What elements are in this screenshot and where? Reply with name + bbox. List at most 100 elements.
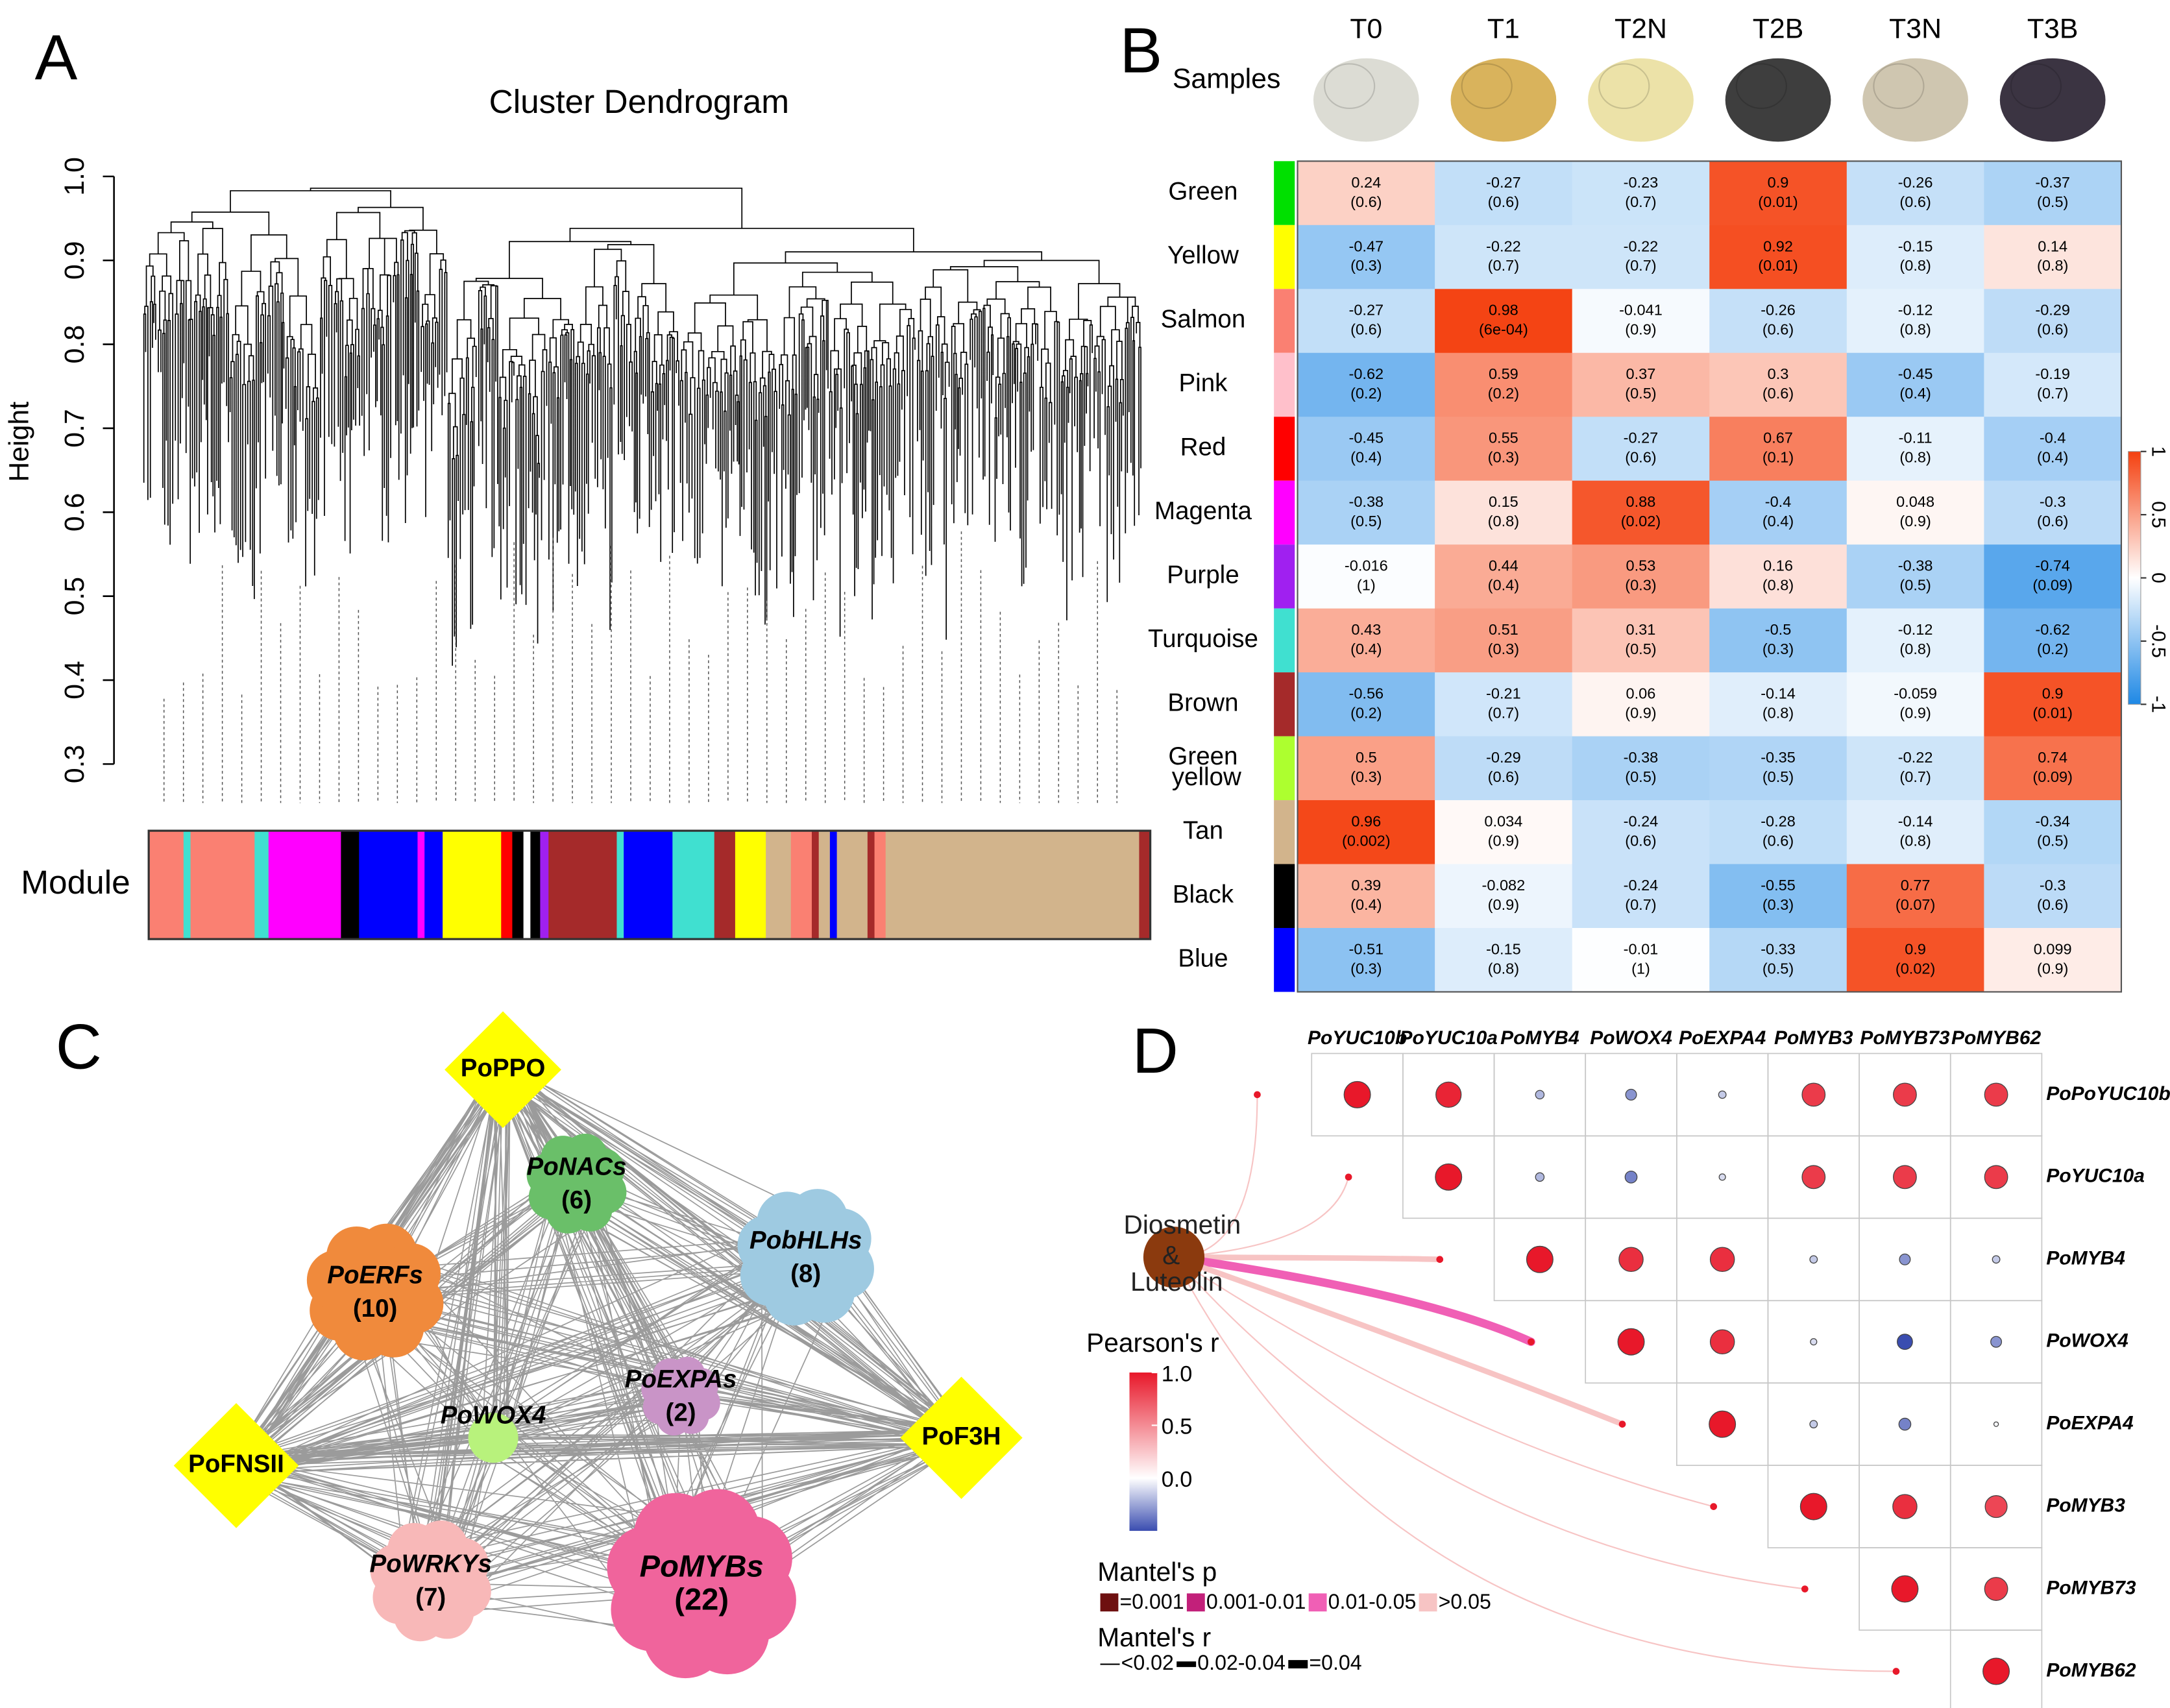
module-segment	[501, 831, 513, 940]
heatmap-cell	[1297, 225, 1435, 289]
heatmap-border	[1297, 160, 2123, 993]
correlation-dot	[1718, 1090, 1727, 1099]
module-segment	[183, 831, 191, 940]
heatmap-cell	[1709, 289, 1847, 354]
cell-p: (0.5)	[2037, 832, 2068, 849]
cell-p: (1)	[1357, 577, 1376, 594]
cell-r: -0.15	[1898, 238, 1933, 254]
module-segment	[341, 831, 360, 940]
cell-p: (0.09)	[2032, 577, 2072, 594]
heatmap-cell	[1846, 800, 1985, 865]
legend-swatch	[1308, 1593, 1327, 1612]
colorbar-label: 0	[2148, 572, 2169, 583]
correlation-dot	[1535, 1090, 1545, 1100]
cell-p: (0.5)	[1899, 577, 1931, 594]
colorbar-label: -1	[2148, 696, 2169, 713]
module-swatch	[1274, 161, 1295, 225]
cell-r: -0.016	[1345, 557, 1388, 574]
cell-p: (0.6)	[1350, 193, 1382, 210]
cell-r: 0.77	[1901, 877, 1931, 894]
cell-r: -0.01	[1624, 940, 1659, 957]
correlation-dot	[1893, 1165, 1917, 1190]
row-label: PoMYB3	[2046, 1495, 2125, 1517]
heatmap-cell	[1435, 225, 1573, 289]
heatmap-cell	[1709, 352, 1847, 417]
cell-p: (0.6)	[1350, 321, 1382, 338]
cell-p: (0.5)	[1350, 513, 1382, 530]
cell-r: 0.53	[1626, 557, 1656, 574]
module-segment	[818, 831, 831, 940]
module-label: Blue	[1178, 944, 1228, 972]
cell-p: (0.09)	[2032, 768, 2072, 785]
cell-p: (0.4)	[1350, 896, 1382, 913]
mantel-link	[1171, 1254, 1443, 1263]
cell-p: (0.8)	[1488, 960, 1519, 977]
correlation-dot	[1892, 1494, 1918, 1519]
cell-r: 0.92	[1763, 238, 1793, 254]
cell-r: -0.45	[1348, 430, 1384, 446]
module-segment	[548, 831, 618, 940]
module-border	[147, 829, 1152, 940]
cell-r: -0.24	[1624, 877, 1659, 894]
heatmap-cell	[1846, 736, 1985, 801]
correlation-dot	[1984, 1165, 2008, 1190]
heatmap-cell	[1572, 480, 1710, 545]
heatmap-cell	[1297, 417, 1435, 482]
cell-r: -0.4	[2040, 430, 2066, 446]
heatmap-cell	[1297, 289, 1435, 354]
heatmap-cell	[1846, 225, 1985, 289]
node-label: PoF3H	[921, 1422, 1001, 1450]
module-segment	[417, 831, 425, 940]
cell-r: -0.26	[1898, 174, 1933, 191]
module-segment	[616, 831, 624, 940]
y-tick-label: 0.4	[59, 661, 90, 700]
cell-p: (0.8)	[1488, 513, 1519, 530]
heatmap-cell	[1709, 544, 1847, 609]
cell-r: 0.9	[1905, 940, 1926, 957]
cell-r: -0.35	[1761, 749, 1796, 766]
cell-p: (0.8)	[1899, 832, 1931, 849]
correlation-dot	[1801, 1165, 1826, 1190]
cell-r: -0.33	[1761, 940, 1796, 957]
heatmap-cell	[1435, 864, 1573, 929]
module-segment	[624, 831, 673, 940]
cell-p: (0.9)	[2037, 960, 2068, 977]
y-tick-label: 0.7	[59, 409, 90, 448]
legend-title: Mantel's p	[1097, 1557, 1217, 1587]
sample-label: T3B	[2027, 13, 2079, 44]
module-segment	[443, 831, 502, 940]
cell-p: (0.2)	[2037, 640, 2068, 657]
cell-r: -0.041	[1619, 302, 1663, 319]
cell-r: -0.62	[2035, 621, 2070, 638]
cell-r: -0.3	[2040, 493, 2066, 510]
node-shape	[435, 1537, 489, 1592]
sample-label: T0	[1350, 13, 1382, 44]
cell-p: (0.5)	[1625, 640, 1656, 657]
link-end	[1528, 1338, 1535, 1346]
correlation-dot	[1891, 1575, 1919, 1603]
cell-r: -0.22	[1486, 238, 1521, 254]
node-shape	[173, 1403, 299, 1528]
heatmap-cell	[1297, 672, 1435, 737]
heatmap-cell	[1709, 608, 1847, 673]
cell-p: (0.7)	[1899, 768, 1931, 785]
heatmap-cell	[1297, 480, 1435, 545]
heatmap-cell	[1572, 800, 1710, 865]
cell-r: -0.62	[1348, 365, 1384, 382]
heatmap-cell	[1846, 480, 1985, 545]
sample-photo	[1461, 63, 1513, 110]
legend-label: >0.05	[1439, 1590, 1491, 1613]
correlation-dot	[1618, 1247, 1644, 1273]
node-label: PoNACs	[526, 1153, 626, 1181]
heatmap-cell	[1297, 608, 1435, 673]
legend-swatch	[1186, 1593, 1205, 1612]
legend-label: =0.001	[1120, 1590, 1184, 1613]
sample-photo	[1324, 63, 1376, 110]
colorbar	[2128, 451, 2141, 705]
cell-r: 0.98	[1489, 302, 1518, 319]
module-swatch	[1274, 608, 1295, 673]
node-label: PoFNSII	[188, 1450, 284, 1478]
cell-p: (0.6)	[1762, 321, 1794, 338]
correlation-dot	[1993, 1421, 1999, 1427]
